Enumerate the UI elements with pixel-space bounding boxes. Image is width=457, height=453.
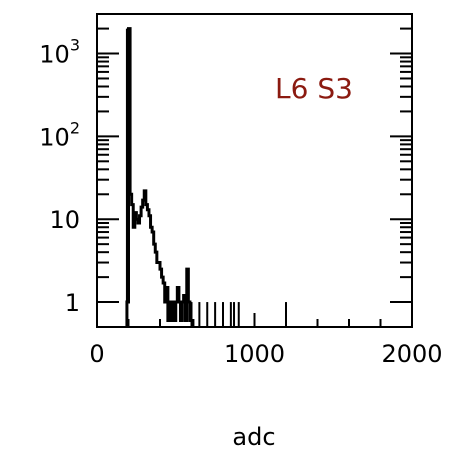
y-tick-labels: 1 10 102 103: [39, 36, 80, 318]
histogram-bars: [125, 28, 287, 327]
x-axis-title: adc: [232, 423, 275, 451]
x-tick-label: 1000: [224, 340, 285, 368]
y-tick-label: 103: [39, 36, 80, 69]
x-tick-labels: 0 1000 2000: [89, 340, 442, 368]
y-tick-label: 1: [65, 289, 80, 317]
chart-annotation: L6 S3: [275, 72, 353, 105]
x-tick-label: 0: [89, 340, 104, 368]
axis-ticks: [96, 13, 413, 327]
x-tick-label: 2000: [381, 340, 442, 368]
histogram-line: [125, 27, 195, 327]
plot-frame: [96, 13, 413, 328]
y-tick-label: 102: [39, 118, 80, 151]
y-tick-label: 10: [49, 206, 80, 234]
